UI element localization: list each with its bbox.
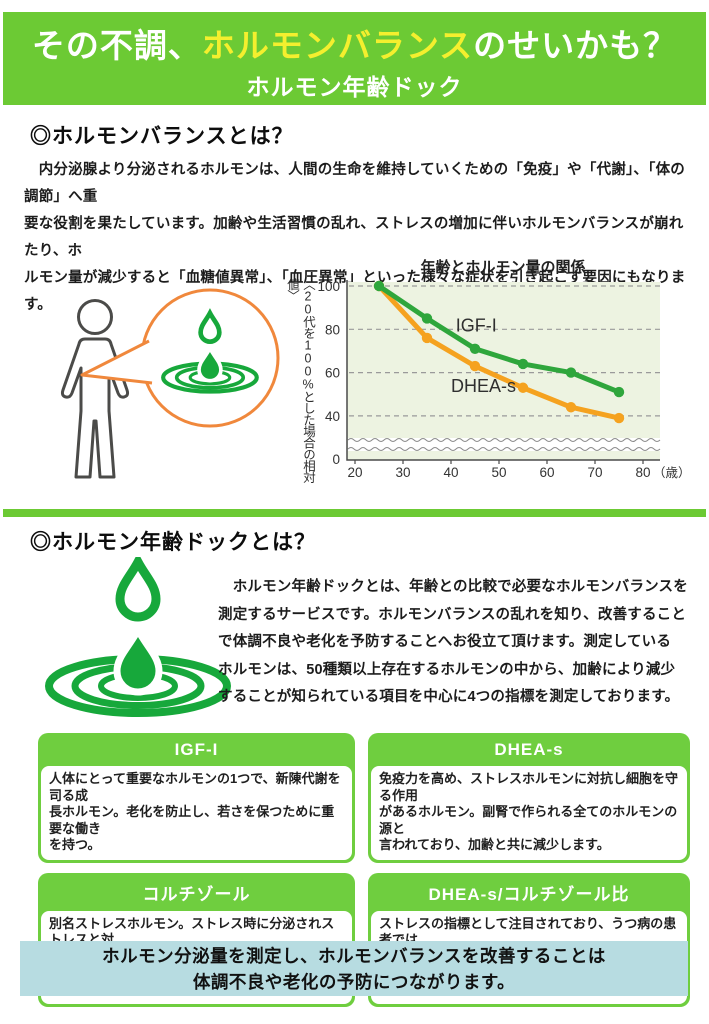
section2-heading: ◎ホルモン年齢ドックとは？: [30, 531, 316, 554]
card-title: IGF-I: [174, 740, 219, 759]
title-highlight: ホルモンバランス: [201, 27, 474, 64]
chart-title: 年齢とホルモン量の関係: [420, 259, 586, 276]
card-title: コルチゾール: [142, 884, 251, 904]
hormone-age-chart: 年齢とホルモン量の関係 〈20代を100%とした場合の相対値〉 100 80 60 4…: [283, 256, 703, 488]
svg-text:60: 60: [325, 366, 340, 381]
droplet-ripple-logo: [45, 557, 231, 717]
svg-text:100: 100: [317, 279, 340, 294]
chart-y-axis-label: 〈20代を100%とした場合の相対値〉: [285, 278, 315, 483]
section1-heading: ◎ホルモンバランスとは？: [30, 125, 294, 148]
card-body: 人体にとって重要なホルモンの1つで、新陳代謝を司る成 長ホルモン。老化を防止し、…: [41, 766, 352, 860]
svg-text:20: 20: [347, 465, 362, 480]
svg-text:IGF-I: IGF-I: [456, 315, 497, 335]
person-icon: [60, 299, 130, 479]
svg-text:40: 40: [325, 409, 340, 424]
card-dheas: DHEA-s 免疫力を高め、ストレスホルモンに対抗し細胞を守る作用 があるホルモ…: [368, 733, 690, 863]
header-banner: その不調、ホルモンバランスのせいかも？ ホルモン年齢ドック: [3, 12, 706, 105]
svg-text:（歳）: （歳）: [653, 466, 691, 480]
svg-text:50: 50: [491, 465, 506, 480]
footer-banner: ホルモン分泌量を測定し、ホルモンバランスを改善することは 体調不良や老化の予防に…: [20, 941, 688, 996]
page-subtitle: ホルモン年齢ドック: [246, 74, 463, 100]
svg-text:80: 80: [635, 465, 650, 480]
card-igf1: IGF-I 人体にとって重要なホルモンの1つで、新陳代謝を司る成 長ホルモン。老…: [38, 733, 355, 863]
banner-line-2: 体調不良や老化の予防につながります。: [192, 972, 516, 992]
card-title: DHEA-s: [494, 740, 564, 759]
section1-paragraph: 内分泌腺より分泌されるホルモンは、人間の生命を維持していくための「免疫」や「代謝…: [24, 162, 686, 313]
svg-text:70: 70: [587, 465, 602, 480]
card-title: DHEA-s/コルチゾール比: [428, 884, 630, 904]
svg-text:0: 0: [332, 452, 340, 467]
svg-text:80: 80: [325, 322, 340, 337]
title-pre: その不調、: [31, 27, 202, 64]
page-title: その不調、ホルモンバランスのせいかも？: [3, 19, 706, 67]
section-divider: [3, 509, 706, 517]
svg-text:DHEA-s: DHEA-s: [451, 376, 516, 396]
droplet-ripple-logo-small: [161, 308, 259, 394]
person-bubble-illustration: [60, 288, 280, 479]
banner-line-1: ホルモン分泌量を測定し、ホルモンバランスを改善することは: [102, 946, 606, 966]
section2-paragraph: ホルモン年齢ドックとは、年齢との比較で必要なホルモンバランスを 測定するサービス…: [218, 579, 688, 705]
svg-text:30: 30: [395, 465, 410, 480]
title-post: のせいかも？: [473, 27, 678, 64]
svg-text:40: 40: [443, 465, 458, 480]
card-body: 免疫力を高め、ストレスホルモンに対抗し細胞を守る作用 があるホルモン。副腎で作ら…: [371, 766, 687, 860]
svg-text:60: 60: [539, 465, 554, 480]
